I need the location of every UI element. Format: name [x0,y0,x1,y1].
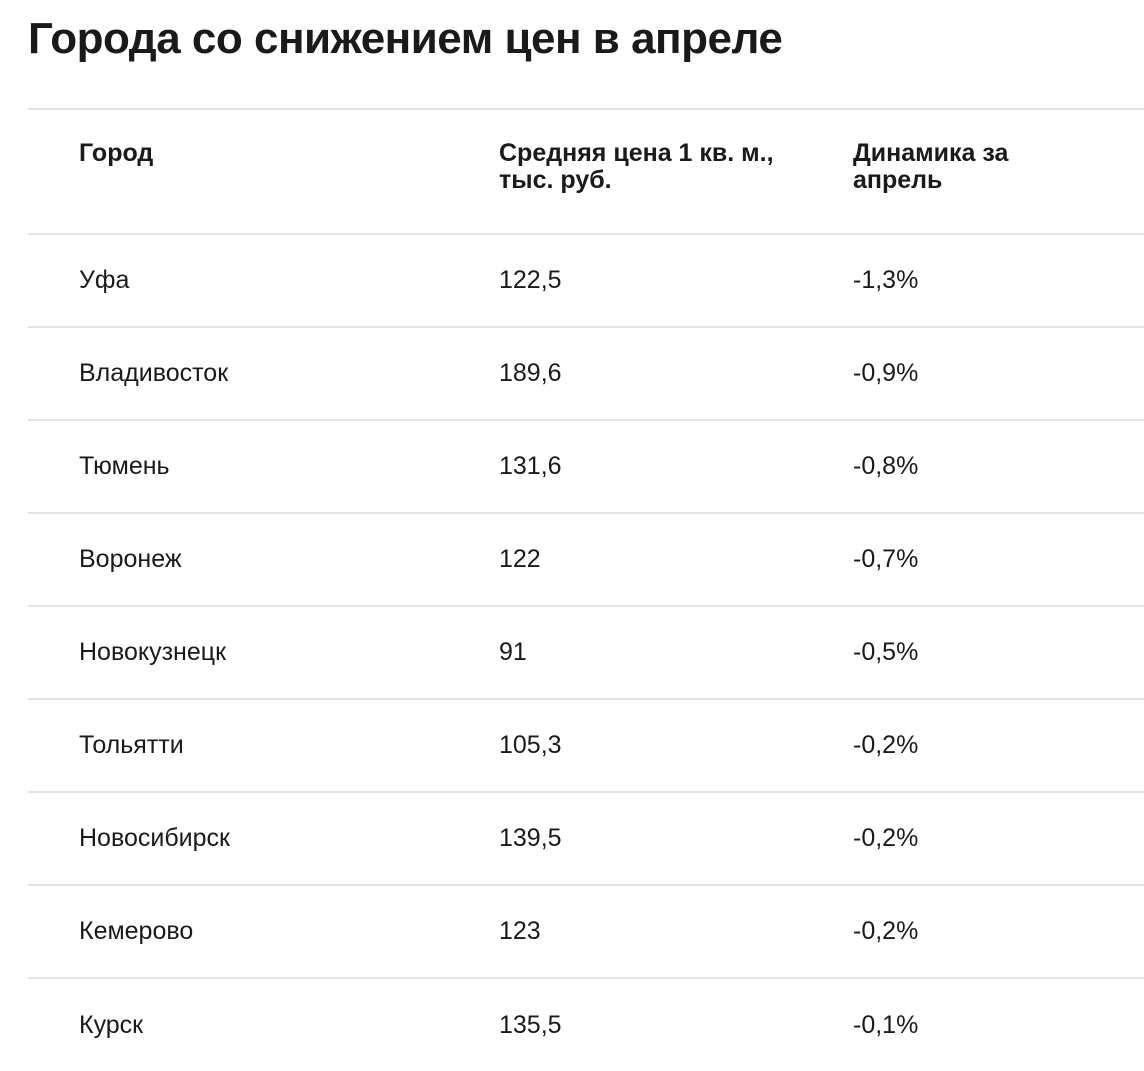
table-header-row: Город Средняя цена 1 кв. м., тыс. руб. Д… [28,109,1144,234]
table-row: Новокузнецк 91 -0,5% [28,606,1144,699]
cell-change: -0,2% [853,824,919,852]
cell-change: -0,1% [853,1010,919,1039]
cell-city: Кемерово [79,917,194,945]
table-row: Курск 135,5 -0,1% [28,978,1144,1071]
cell-city: Тюмень [79,452,170,480]
cell-city: Владивосток [79,359,229,387]
column-header-city: Город [79,139,154,167]
cell-price: 122,5 [499,266,562,294]
table-row: Тюмень 131,6 -0,8% [28,420,1144,513]
table-row: Новосибирск 139,5 -0,2% [28,792,1144,885]
cell-price: 91 [499,638,527,666]
table-body: Уфа 122,5 -1,3% Владивосток 189,6 -0,9% Тюмень… [28,234,1144,1071]
cell-change: -1,3% [853,266,919,294]
cell-price: 131,6 [499,452,562,480]
table-row: Тольятти 105,3 -0,2% [28,699,1144,792]
cell-price: 122 [499,545,541,573]
cell-price: 123 [499,917,541,945]
cell-price: 189,6 [499,359,562,387]
cell-city: Новосибирск [79,824,230,852]
cell-city: Тольятти [79,731,184,759]
cell-city: Уфа [79,266,130,294]
table-row: Уфа 122,5 -1,3% [28,234,1144,327]
page-title: Города со снижением цен в апреле [28,14,783,63]
cell-change: -0,2% [853,731,919,759]
cell-change: -0,9% [853,359,919,387]
cell-price: 105,3 [499,731,562,759]
column-header-price: Средняя цена 1 кв. м., тыс. руб. [499,139,774,194]
cell-city: Курск [79,1010,144,1039]
price-table: Город Средняя цена 1 кв. м., тыс. руб. Д… [28,108,1144,1071]
column-header-change: Динамика за апрель [853,139,1009,194]
table-row: Владивосток 189,6 -0,9% [28,327,1144,420]
table-row: Кемерово 123 -0,2% [28,885,1144,978]
cell-change: -0,2% [853,917,919,945]
cell-city: Новокузнецк [79,638,227,666]
cell-change: -0,7% [853,545,919,573]
table-row: Воронеж 122 -0,7% [28,513,1144,606]
cell-change: -0,8% [853,452,919,480]
cell-change: -0,5% [853,638,919,666]
cell-price: 139,5 [499,824,562,852]
cell-city: Воронеж [79,545,182,573]
cell-price: 135,5 [499,1010,562,1039]
